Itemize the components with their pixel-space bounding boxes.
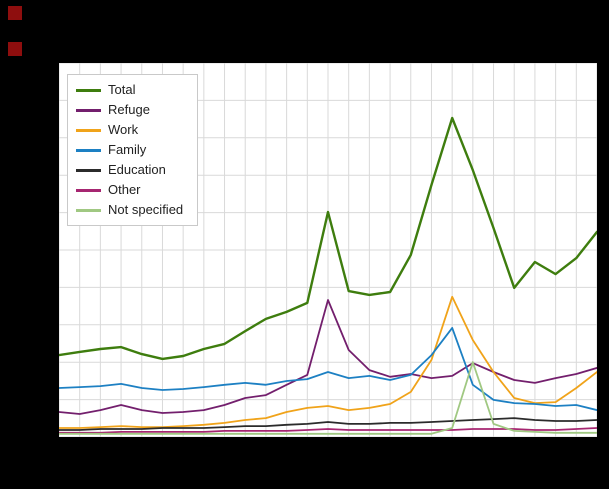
legend-label: Work: [108, 122, 139, 137]
series-line-family: [59, 326, 597, 412]
legend-label: Education: [108, 162, 166, 177]
legend-item-work[interactable]: Work: [76, 120, 183, 140]
series-line-total: [59, 116, 597, 361]
legend-line-swatch-icon: [76, 108, 101, 112]
red-logo-square-top: [8, 6, 22, 20]
series-line-refuge: [59, 299, 597, 415]
legend-item-total[interactable]: Total: [76, 80, 183, 100]
legend-label: Other: [108, 182, 141, 197]
legend-line-swatch-icon: [76, 188, 101, 192]
legend-item-other[interactable]: Other: [76, 180, 183, 200]
legend-label: Total: [108, 82, 136, 97]
legend-label: Family: [108, 142, 147, 157]
legend-item-education[interactable]: Education: [76, 160, 183, 180]
legend-line-swatch-icon: [76, 148, 101, 152]
legend-line-swatch-icon: [76, 128, 101, 132]
legend-item-not-specified[interactable]: Not specified: [76, 200, 183, 220]
series-line-work: [59, 295, 597, 429]
legend-item-family[interactable]: Family: [76, 140, 183, 160]
legend-item-refuge[interactable]: Refuge: [76, 100, 183, 120]
legend-line-swatch-icon: [76, 208, 101, 212]
series-line-not-specified: [59, 361, 597, 435]
legend-line-swatch-icon: [76, 88, 101, 92]
red-logo-square-bottom: [8, 42, 22, 56]
legend-line-swatch-icon: [76, 168, 101, 172]
legend-label: Not specified: [108, 202, 184, 217]
series-line-education: [59, 417, 597, 431]
chart-plot-area: Total Refuge Work Family Education Other Not s…: [59, 63, 597, 437]
legend-label: Refuge: [108, 102, 150, 117]
legend: Total Refuge Work Family Education Other Not s…: [67, 74, 199, 226]
